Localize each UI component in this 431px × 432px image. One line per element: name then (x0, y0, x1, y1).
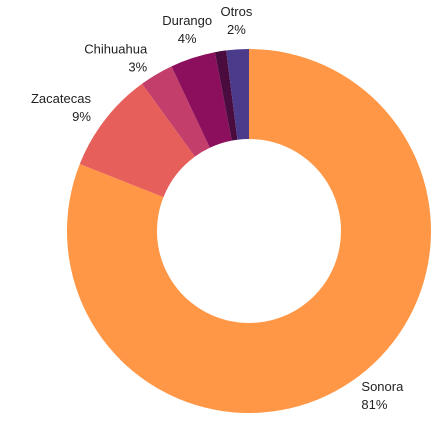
slice-value-label: 4% (178, 31, 197, 46)
donut-slice (79, 83, 195, 198)
donut-slice (142, 66, 210, 157)
donut-slice (67, 49, 431, 413)
slice-label: Durango (162, 13, 212, 28)
slice-label: Otros (221, 4, 253, 19)
slice-value-label: 2% (227, 22, 246, 37)
slice-value-label: 3% (128, 59, 147, 74)
slice-label: Zacatecas (31, 91, 91, 106)
donut-slice (226, 49, 249, 140)
donut-slice (214, 50, 238, 141)
donut-slice (171, 52, 232, 148)
slice-value-label: 9% (72, 109, 91, 124)
slice-value-label: 81% (361, 397, 387, 412)
slice-label: Sonora (361, 379, 404, 394)
slice-label: Chihuahua (84, 41, 148, 56)
